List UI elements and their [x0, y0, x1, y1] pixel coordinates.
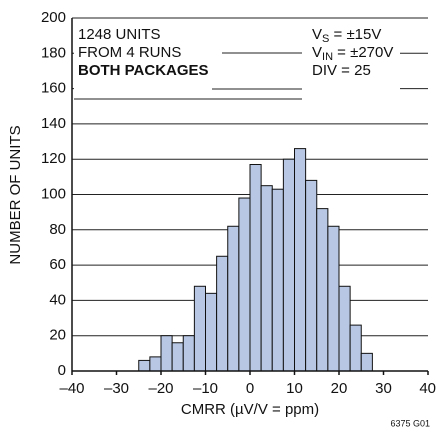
x-tick-label: –20 — [148, 380, 173, 397]
x-tick-label: –10 — [193, 380, 218, 397]
bar — [349, 324, 362, 372]
bar — [216, 255, 229, 372]
bar — [182, 335, 195, 372]
bar — [316, 208, 329, 372]
y-tick-label: 80 — [49, 221, 66, 238]
y-tick-label: 100 — [41, 185, 66, 202]
note-rest: = ±270V — [333, 44, 393, 61]
x-tick-label: –30 — [104, 380, 129, 397]
note: 1248 UNITS — [78, 26, 161, 43]
bar — [227, 225, 240, 372]
note: VS = ±15V — [312, 26, 381, 45]
y-tick-label: 120 — [41, 150, 66, 167]
x-tick-label: 20 — [331, 380, 348, 397]
note-rest: = ±15V — [329, 26, 381, 43]
bar — [238, 197, 251, 372]
y-axis-label: NUMBER OF UNITS — [7, 125, 24, 264]
bar — [327, 225, 340, 372]
note-subscript: IN — [322, 51, 333, 63]
bar — [294, 148, 307, 372]
bar — [260, 185, 273, 372]
y-tick-label: 180 — [41, 44, 66, 61]
x-axis-label: CMRR (µV/V = ppm) — [181, 401, 319, 418]
y-tick-label: 60 — [49, 256, 66, 273]
x-tick-label: 0 — [246, 380, 254, 397]
y-tick-label: 160 — [41, 80, 66, 97]
note: FROM 4 RUNS — [78, 44, 181, 61]
bar — [282, 158, 295, 372]
note: DIV = 25 — [312, 62, 371, 79]
bar — [138, 359, 151, 372]
note-symbol: V — [312, 26, 322, 43]
note: BOTH PACKAGES — [78, 62, 209, 79]
bar — [160, 335, 173, 372]
bar — [249, 163, 262, 372]
note-symbol: DIV = 25 — [312, 62, 371, 79]
bar — [305, 179, 318, 372]
x-tick-label: –40 — [59, 380, 84, 397]
bar — [205, 292, 218, 372]
note: VIN = ±270V — [312, 44, 393, 63]
y-tick-label: 140 — [41, 115, 66, 132]
bar — [271, 188, 284, 372]
y-tick-label: 200 — [41, 9, 66, 26]
y-tick-label: 40 — [49, 291, 66, 308]
x-tick-label: 10 — [286, 380, 303, 397]
note-subscript: S — [322, 33, 329, 45]
notes-background — [74, 20, 400, 100]
note-symbol: V — [312, 44, 322, 61]
x-tick-label: 40 — [419, 380, 436, 397]
bar — [193, 285, 206, 372]
bar — [360, 352, 373, 372]
y-tick-label: 0 — [58, 362, 66, 379]
bar — [149, 356, 162, 372]
bar — [338, 285, 351, 372]
footnote: 6375 G01 — [390, 418, 430, 428]
bar — [171, 342, 184, 372]
y-tick-label: 20 — [49, 327, 66, 344]
x-tick-label: 30 — [375, 380, 392, 397]
